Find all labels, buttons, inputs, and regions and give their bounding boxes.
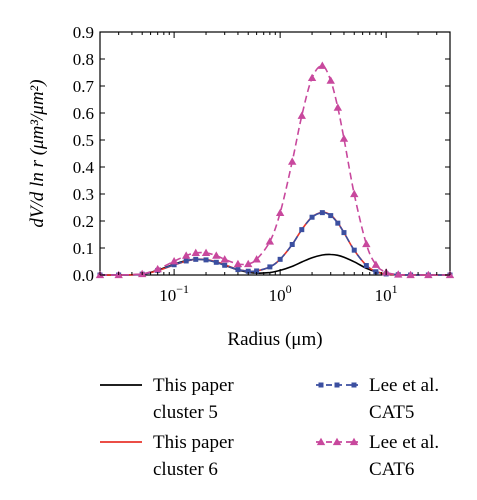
triangle-marker <box>332 437 342 446</box>
triangle-marker <box>244 259 253 268</box>
square-marker <box>235 267 241 273</box>
triangle-marker <box>424 270 433 279</box>
triangle-marker <box>288 157 297 165</box>
triangle-marker <box>252 255 261 263</box>
square-marker <box>335 220 341 226</box>
legend: This paper cluster 5 This paper cluster 6 Le… <box>100 375 439 480</box>
series-2 <box>99 211 450 276</box>
square-marker <box>267 264 273 270</box>
y-tick-label: 0.3 <box>73 185 94 204</box>
triangle-marker <box>339 134 349 142</box>
x-axis-label: Radius (μm) <box>227 329 322 350</box>
series-line <box>99 211 450 276</box>
x-tick-base: 10 <box>159 286 176 305</box>
series-group <box>95 61 455 279</box>
legend-label: Lee et al. <box>369 375 439 396</box>
square-marker <box>277 256 283 262</box>
triangle-marker <box>169 257 179 265</box>
series-3 <box>97 210 453 278</box>
triangle-marker <box>362 239 371 248</box>
square-marker <box>318 382 324 388</box>
y-tick-label: 0.2 <box>73 212 94 231</box>
square-marker <box>183 258 189 264</box>
triangle-marker <box>316 437 326 446</box>
triangle-marker <box>350 189 359 198</box>
triangle-marker <box>297 111 306 119</box>
y-tick-label: 0.0 <box>73 266 94 285</box>
triangle-marker <box>333 103 343 111</box>
square-marker <box>334 382 340 388</box>
legend-label: CAT6 <box>369 459 414 480</box>
legend-label: CAT5 <box>369 402 414 423</box>
legend-label: cluster 5 <box>153 402 218 423</box>
square-marker <box>213 259 219 265</box>
x-tick-base: 10 <box>269 286 286 305</box>
legend-label: Lee et al. <box>369 432 439 453</box>
square-marker <box>341 230 347 236</box>
triangle-marker <box>181 251 191 259</box>
y-tick-label: 0.7 <box>73 77 95 96</box>
square-marker <box>309 214 315 220</box>
x-tick-exponent: 1 <box>392 282 398 296</box>
triangle-marker <box>371 260 381 268</box>
y-tick-label: 0.1 <box>73 239 94 258</box>
x-tick-base: 10 <box>375 286 392 305</box>
square-marker <box>289 241 295 247</box>
y-tick-label: 0.5 <box>73 131 94 150</box>
x-tick-exponent: −1 <box>176 282 189 296</box>
y-tick-label: 0.9 <box>73 23 94 42</box>
square-marker <box>245 268 251 274</box>
square-marker <box>351 247 357 253</box>
triangle-marker <box>326 76 335 84</box>
y-tick-label: 0.6 <box>73 104 94 123</box>
triangle-marker <box>201 248 211 257</box>
square-marker <box>373 269 379 275</box>
triangle-marker <box>349 437 359 446</box>
x-ticks: 10−1 100 101 <box>99 32 451 305</box>
legend-item-4: Lee et al. CAT6 <box>316 432 439 480</box>
series-line <box>99 64 450 276</box>
triangle-marker <box>265 237 275 245</box>
triangle-marker <box>220 255 229 263</box>
square-marker <box>299 227 305 233</box>
y-ticks: 0.0 0.1 0.2 0.3 0.4 0.5 0.6 0.7 0.8 0.9 <box>73 23 450 285</box>
legend-label: This paper <box>153 432 234 453</box>
square-marker <box>363 263 369 269</box>
y-axis-label: dV/d ln r (μm³/μm²) <box>27 79 48 227</box>
x-tick-exponent: 0 <box>286 282 292 296</box>
triangle-marker <box>307 73 317 82</box>
x-tick-label: 100 <box>269 282 292 305</box>
legend-label: This paper <box>153 375 234 396</box>
square-marker <box>171 262 177 268</box>
series-4 <box>95 61 455 279</box>
square-marker <box>254 268 260 274</box>
triangle-marker <box>318 61 327 69</box>
triangle-marker <box>191 248 200 257</box>
legend-label: cluster 6 <box>153 459 218 480</box>
square-marker <box>319 210 325 216</box>
legend-item-1: This paper cluster 5 <box>100 375 234 423</box>
plot-area: 0.00.10.20.30.40.50.60.70.80.9 10−1 100 10… <box>73 23 455 305</box>
square-marker <box>351 382 357 388</box>
legend-item-3: Lee et al. CAT5 <box>316 375 439 423</box>
triangle-marker <box>212 251 221 259</box>
series-line <box>99 211 450 276</box>
y-tick-label: 0.4 <box>73 158 95 177</box>
legend-item-2: This paper cluster 6 <box>100 432 234 480</box>
y-tick-label: 0.8 <box>73 50 94 69</box>
triangle-marker <box>394 270 403 278</box>
triangle-marker <box>153 264 162 273</box>
square-marker <box>222 262 228 268</box>
x-tick-label: 101 <box>375 282 398 305</box>
plot-frame <box>99 31 451 276</box>
triangle-marker <box>406 270 415 279</box>
square-marker <box>328 213 334 219</box>
triangle-marker <box>233 259 243 268</box>
triangle-marker <box>275 208 285 217</box>
square-marker <box>193 256 199 262</box>
x-tick-label: 10−1 <box>159 282 189 305</box>
square-marker <box>203 257 209 263</box>
